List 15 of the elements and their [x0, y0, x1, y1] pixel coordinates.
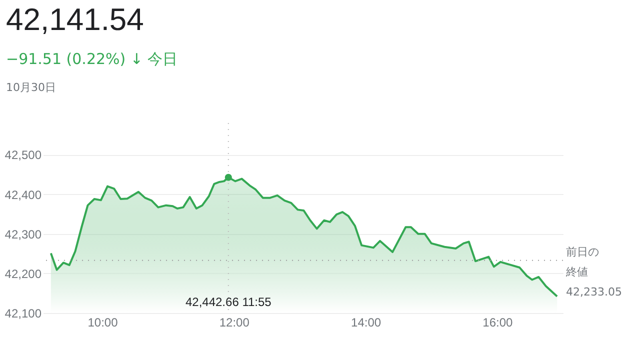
text: 42,233.05 [566, 285, 622, 298]
y-tick-label: 42,100 [4, 306, 42, 320]
ref-line-label: 前日の終値 [565, 245, 599, 278]
chart-subtitle: −91.51 (0.22%) ↓ 今日 [6, 50, 179, 68]
y-tick-label: 42,300 [4, 227, 42, 242]
annotation: 42,442.66 11:55 [185, 295, 272, 309]
x-tick-label: 10:00 [88, 316, 118, 330]
x-tick-label: 14:00 [351, 316, 382, 330]
y-tick-label: 42,400 [4, 188, 42, 202]
chart-title: 42,141.54 [6, 1, 145, 38]
text: 10月30日 [6, 80, 57, 95]
y-tick-label: 42,200 [4, 266, 42, 281]
x-tick-label: 12:00 [219, 316, 250, 330]
y-tick-label: 42,500 [4, 148, 42, 162]
x-tick-label: 16:00 [482, 316, 514, 330]
